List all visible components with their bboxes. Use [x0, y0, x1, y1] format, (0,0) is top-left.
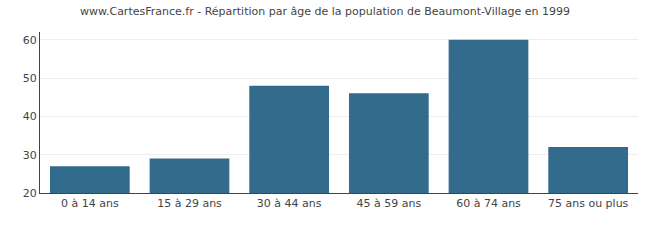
svg-text:30 à 44 ans: 30 à 44 ans [257, 197, 322, 210]
svg-text:75 ans ou plus: 75 ans ou plus [548, 197, 629, 210]
svg-text:40: 40 [23, 110, 37, 123]
svg-text:30: 30 [23, 149, 37, 162]
svg-text:50: 50 [23, 72, 37, 85]
svg-text:15 à 29 ans: 15 à 29 ans [157, 197, 222, 210]
svg-text:60 à 74 ans: 60 à 74 ans [456, 197, 521, 210]
svg-text:20: 20 [23, 187, 37, 200]
svg-text:45 à 59 ans: 45 à 59 ans [356, 197, 421, 210]
svg-text:0 à 14 ans: 0 à 14 ans [61, 197, 119, 210]
svg-text:60: 60 [23, 34, 37, 47]
svg-text:www.CartesFrance.fr - Répartit: www.CartesFrance.fr - Répartition par âg… [80, 5, 570, 18]
